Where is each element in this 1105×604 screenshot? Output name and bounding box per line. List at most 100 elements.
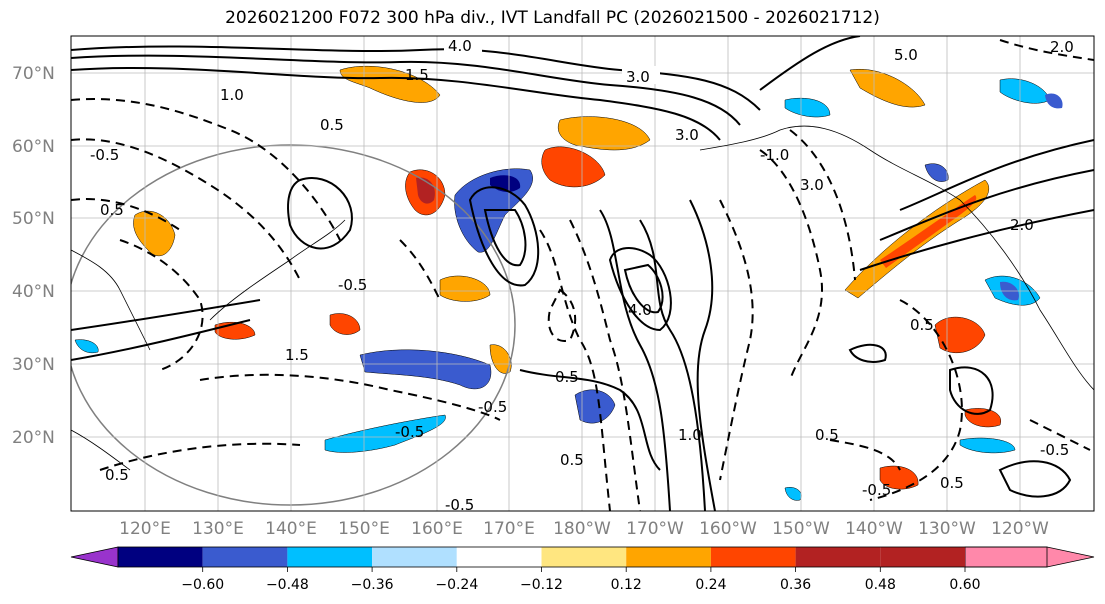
contour-label: 1.0	[220, 86, 244, 104]
positive-anomaly-patch	[439, 275, 491, 302]
dashed-contours	[71, 39, 1094, 511]
colorbar: −0.60 −0.48 −0.36 −0.24 −0.12 0.12 0.24 …	[70, 546, 1095, 593]
negative-anomaly-patch	[74, 339, 99, 354]
negative-anomaly-patch	[999, 78, 1051, 104]
positive-anomaly-patch	[557, 116, 651, 151]
lon-label: 150°W	[772, 519, 830, 539]
negative-anomaly-patch	[1045, 93, 1063, 109]
positive-anomaly-patch	[849, 68, 926, 108]
colorbar-ticks	[202, 567, 966, 572]
contour-label: 5.0	[894, 46, 918, 64]
contour-label: 0.5	[105, 466, 129, 484]
colorbar-segment	[372, 547, 457, 567]
positive-anomaly-patch	[964, 408, 1001, 428]
negative-anomaly-patch	[359, 349, 492, 390]
lon-label: 160°W	[699, 519, 757, 539]
colorbar-tick-label: 0.24	[695, 577, 726, 593]
lon-label: 170°E	[483, 519, 535, 539]
contour-label: -0.5	[90, 146, 119, 164]
contour-label: -0.5	[478, 398, 507, 416]
negative-anomaly-patch	[784, 97, 831, 118]
negative-anomaly-patch	[924, 163, 949, 182]
contour-label: -0.5	[862, 481, 891, 499]
colorbar-tick-label: 0.48	[865, 577, 896, 593]
colorbar-segment	[541, 547, 627, 567]
lon-label: 130°W	[918, 519, 976, 539]
reference-circle	[71, 144, 516, 506]
contour-label: 4.0	[448, 37, 472, 55]
colorbar-tick-label: 0.60	[949, 577, 980, 593]
contour-label: 0.5	[320, 116, 344, 134]
positive-anomaly-patch	[541, 146, 606, 188]
lon-label: 180°W	[553, 519, 611, 539]
colorbar-tick-label: −0.36	[351, 577, 394, 593]
colorbar-frame	[117, 546, 1048, 568]
contour-labels: 4.0 3.0 5.0 2.0 1.5 0.5 -0.5 1.0 3.0 -1.…	[90, 36, 1074, 514]
contour-label: -0.5	[1040, 441, 1069, 459]
colorbar-segment	[795, 547, 881, 567]
contour-label: 0.5	[815, 426, 839, 444]
colorbar-tick-label: −0.12	[520, 577, 563, 593]
longitude-axis: 120°E 130°E 140°E 150°E 160°E 170°E 180°…	[119, 519, 1049, 539]
lon-label: 130°E	[192, 519, 244, 539]
colorbar-segment	[287, 547, 373, 567]
map-grid	[71, 36, 1094, 511]
contour-label: 0.5	[100, 201, 124, 219]
contour-label: 1.5	[405, 66, 429, 84]
contour-label: -0.5	[338, 276, 367, 294]
contour-label: 2.0	[1010, 216, 1034, 234]
colorbar-segment	[202, 547, 288, 567]
contour-label: 0.5	[940, 474, 964, 492]
contour-label: -0.5	[395, 423, 424, 441]
positive-anomaly-patch	[339, 65, 441, 103]
map-content: 4.0 3.0 5.0 2.0 1.5 0.5 -0.5 1.0 3.0 -1.…	[71, 36, 1094, 514]
contour-label: 3.0	[675, 126, 699, 144]
positive-anomaly-patch	[934, 316, 986, 354]
colorbar-segment	[456, 547, 542, 567]
contour-label: 4.0	[628, 301, 652, 319]
negative-anomaly-patch	[784, 487, 802, 501]
lat-label: 50°N	[12, 209, 55, 229]
lon-label: 120°E	[119, 519, 171, 539]
map-frame	[70, 35, 1095, 512]
contour-label: -0.5	[445, 496, 474, 514]
colorbar-tick-label: −0.48	[266, 577, 309, 593]
lat-label: 30°N	[12, 355, 55, 375]
lon-label: 140°W	[845, 519, 903, 539]
positive-anomaly-patch	[133, 210, 176, 257]
contour-label: 1.0	[678, 426, 702, 444]
lon-label: 140°E	[265, 519, 317, 539]
colorbar-tick-label: 0.36	[780, 577, 811, 593]
positive-anomaly-patch	[329, 313, 361, 335]
colorbar-tick-label: 0.12	[611, 577, 642, 593]
colorbar-tick-label: −0.60	[181, 577, 224, 593]
contour-label: 3.0	[626, 68, 650, 86]
lon-label: 150°E	[338, 519, 390, 539]
positive-anomaly-patch	[880, 195, 977, 268]
negative-anomaly-patch	[959, 437, 1016, 454]
colorbar-min-extend	[70, 546, 119, 568]
colorbar-max-extend	[964, 546, 1095, 568]
contour-label: 0.5	[555, 368, 579, 386]
colorbar-segment	[710, 547, 796, 567]
coastlines	[71, 125, 1094, 471]
positive-anomaly-patch	[879, 465, 919, 490]
contour-label: 0.5	[560, 451, 584, 469]
negative-anomaly-patch	[574, 389, 616, 424]
lat-label: 20°N	[12, 428, 55, 448]
contour-label: 1.5	[285, 346, 309, 364]
lat-label: 60°N	[12, 137, 55, 157]
contour-label: 2.0	[1050, 38, 1074, 56]
lat-label: 70°N	[12, 64, 55, 84]
colorbar-segment	[626, 547, 711, 567]
latitude-axis: 70°N 60°N 50°N 40°N 30°N 20°N	[12, 64, 55, 448]
solid-contours	[71, 36, 1094, 511]
lon-label: 170°W	[626, 519, 684, 539]
contour-label: -1.0	[760, 146, 789, 164]
shaded-anomalies	[74, 65, 1063, 501]
contour-label: 3.0	[800, 176, 824, 194]
lat-label: 40°N	[12, 282, 55, 302]
colorbar-segment	[880, 547, 965, 567]
colorbar-segment	[118, 547, 203, 567]
